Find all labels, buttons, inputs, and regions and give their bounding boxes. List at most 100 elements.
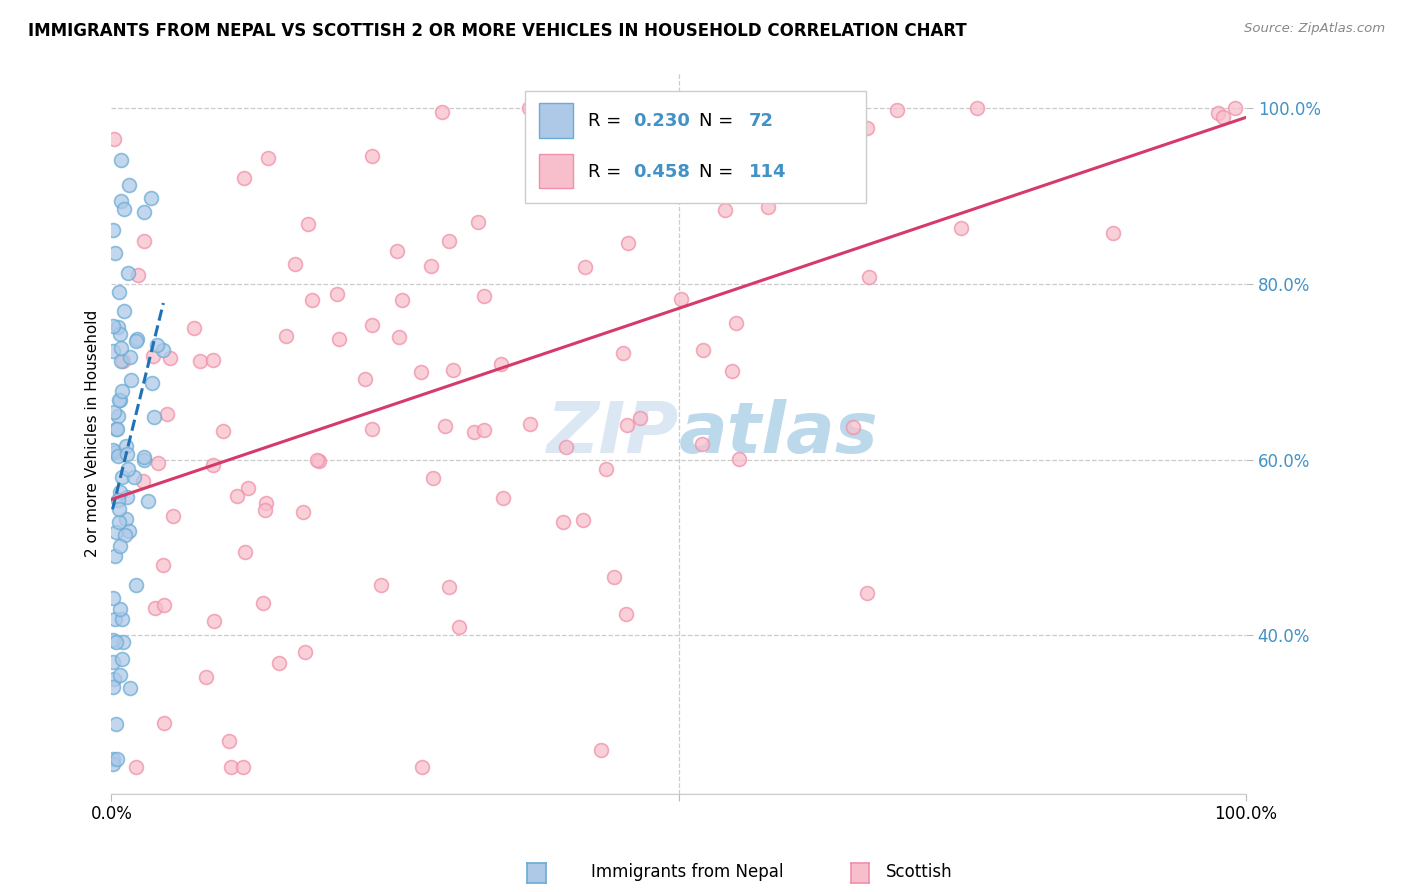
Point xyxy=(292,505,315,519)
Point xyxy=(574,260,596,274)
Point xyxy=(949,221,972,235)
Point xyxy=(104,525,127,540)
Point xyxy=(110,353,132,368)
Point xyxy=(120,373,142,387)
Point xyxy=(437,234,460,248)
Point xyxy=(117,462,139,476)
Point xyxy=(589,743,612,757)
Point xyxy=(108,484,131,499)
Point xyxy=(572,513,595,527)
Point xyxy=(595,462,617,476)
Point xyxy=(325,286,347,301)
Point xyxy=(697,146,720,161)
Point xyxy=(463,425,485,439)
Point xyxy=(669,293,692,307)
Point xyxy=(201,353,224,368)
Point xyxy=(308,454,330,468)
Point xyxy=(659,171,682,186)
Point xyxy=(201,458,224,473)
Text: Immigrants from Nepal: Immigrants from Nepal xyxy=(591,863,783,881)
Point xyxy=(776,101,799,115)
Point xyxy=(756,200,779,214)
Point xyxy=(112,303,135,318)
Point xyxy=(307,453,329,467)
Point xyxy=(692,188,714,202)
Point xyxy=(235,545,257,559)
Point xyxy=(103,405,125,419)
Point xyxy=(115,512,138,526)
Point xyxy=(112,202,135,216)
Point xyxy=(387,244,409,258)
Point xyxy=(353,372,375,386)
Point xyxy=(152,558,174,572)
Point xyxy=(361,149,384,163)
Point xyxy=(626,170,648,185)
Point xyxy=(517,101,540,115)
Point xyxy=(115,490,138,504)
Point xyxy=(294,644,316,658)
Point xyxy=(120,351,142,365)
Point xyxy=(614,607,637,621)
Point xyxy=(114,528,136,542)
Point xyxy=(430,105,453,120)
Text: Scottish: Scottish xyxy=(886,863,952,881)
Point xyxy=(115,447,138,461)
Point xyxy=(236,482,259,496)
Point xyxy=(714,202,737,217)
Point xyxy=(146,456,169,470)
Point xyxy=(449,620,471,634)
Point xyxy=(856,586,879,600)
Point xyxy=(132,234,155,248)
Point xyxy=(391,293,413,308)
Point xyxy=(107,320,129,334)
Point xyxy=(111,652,134,666)
Point xyxy=(159,351,181,365)
Point xyxy=(107,285,129,299)
Point xyxy=(489,357,512,371)
Point xyxy=(226,489,249,503)
Text: 0.458: 0.458 xyxy=(633,162,690,181)
Point xyxy=(108,392,131,407)
Point xyxy=(434,419,457,434)
Point xyxy=(104,612,127,626)
Text: Source: ZipAtlas.com: Source: ZipAtlas.com xyxy=(1244,22,1385,36)
Text: R =: R = xyxy=(588,112,627,130)
Point xyxy=(103,442,125,457)
Point xyxy=(117,266,139,280)
Point xyxy=(152,598,174,612)
Point xyxy=(118,178,141,192)
Point xyxy=(720,364,742,378)
Text: 72: 72 xyxy=(749,112,773,130)
Point xyxy=(439,580,461,594)
Point xyxy=(628,411,651,425)
Point xyxy=(127,268,149,283)
Point xyxy=(799,182,821,196)
FancyBboxPatch shape xyxy=(538,103,574,138)
Text: 114: 114 xyxy=(749,162,786,181)
Point xyxy=(254,496,277,510)
Point xyxy=(839,183,862,197)
Point xyxy=(110,194,132,208)
Y-axis label: 2 or more Vehicles in Household: 2 or more Vehicles in Household xyxy=(86,310,100,557)
Point xyxy=(370,578,392,592)
Point xyxy=(724,316,747,330)
Point xyxy=(284,257,307,271)
Point xyxy=(108,502,131,516)
Point xyxy=(139,191,162,205)
Point xyxy=(232,760,254,774)
Point xyxy=(467,215,489,229)
Point xyxy=(612,346,634,360)
FancyBboxPatch shape xyxy=(526,91,866,202)
Point xyxy=(101,632,124,647)
Point xyxy=(134,452,156,467)
Point xyxy=(842,419,865,434)
Point xyxy=(110,153,132,167)
Point xyxy=(103,673,125,687)
Point xyxy=(105,717,128,731)
Point xyxy=(219,760,242,774)
Point xyxy=(101,680,124,694)
Point xyxy=(690,437,713,451)
Point xyxy=(1101,226,1123,240)
Point xyxy=(118,681,141,696)
Point xyxy=(811,101,834,115)
